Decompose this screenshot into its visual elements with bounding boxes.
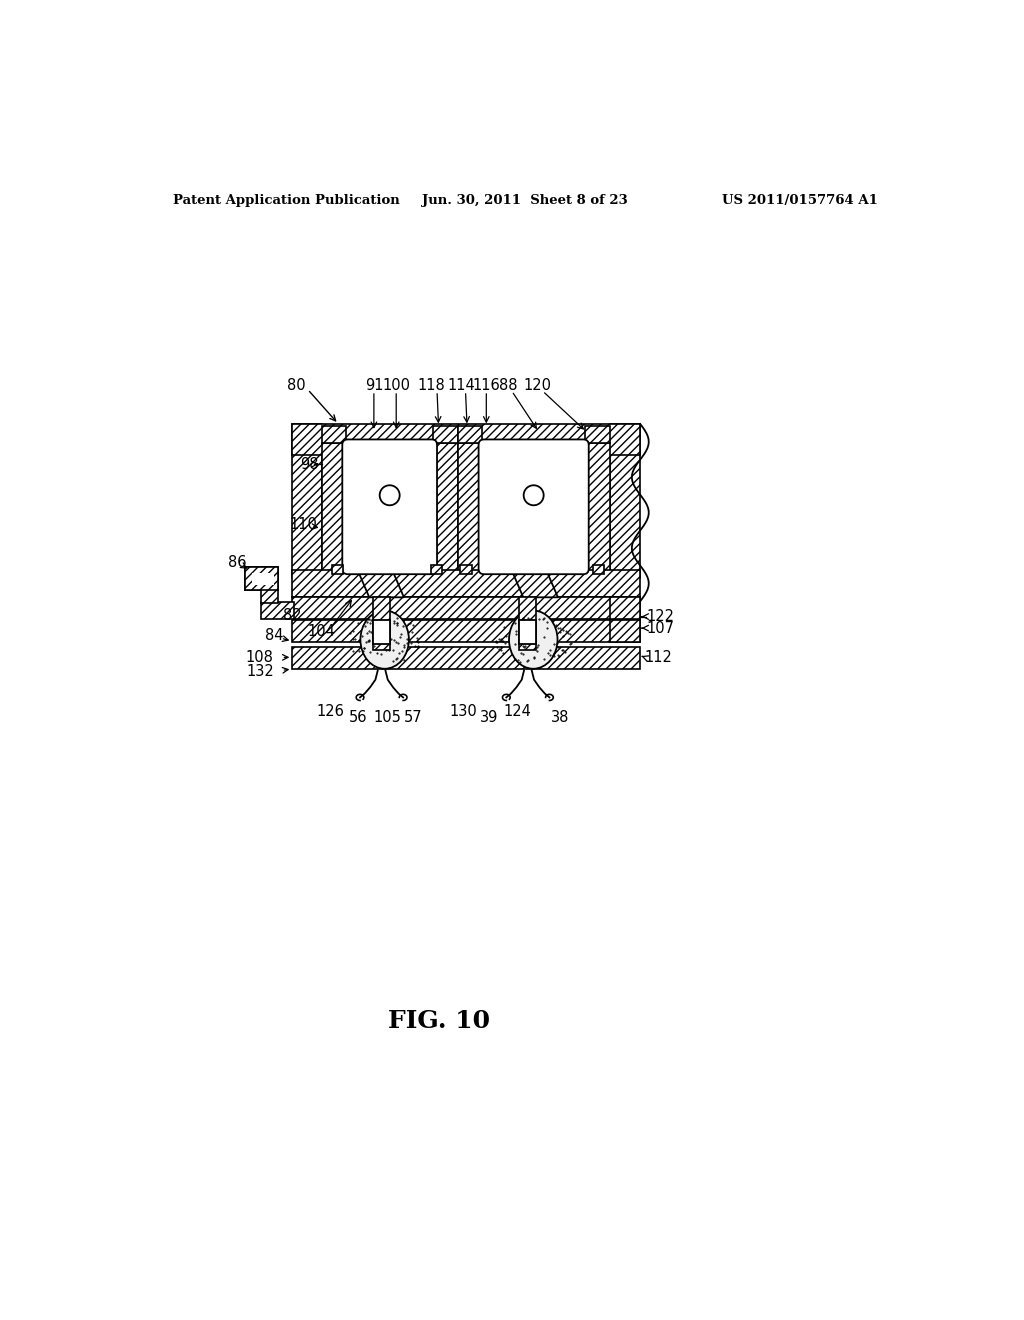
- Text: 57: 57: [403, 710, 423, 725]
- Text: 107: 107: [646, 620, 675, 636]
- Bar: [292, 424, 640, 455]
- Bar: [245, 566, 279, 581]
- Text: 120: 120: [523, 378, 551, 393]
- Text: 112: 112: [645, 649, 673, 665]
- Bar: [332, 565, 343, 574]
- Bar: [585, 444, 609, 578]
- Bar: [519, 620, 537, 644]
- Bar: [609, 424, 640, 578]
- Text: 130: 130: [450, 704, 477, 719]
- Bar: [346, 444, 433, 570]
- Bar: [433, 426, 458, 444]
- Bar: [292, 598, 640, 619]
- Bar: [292, 424, 322, 578]
- Ellipse shape: [360, 611, 409, 669]
- Text: 108: 108: [246, 649, 273, 665]
- Text: Jun. 30, 2011  Sheet 8 of 23: Jun. 30, 2011 Sheet 8 of 23: [422, 194, 628, 207]
- Text: 118: 118: [417, 378, 444, 393]
- Text: 104: 104: [307, 624, 336, 639]
- Bar: [458, 426, 482, 444]
- Bar: [373, 597, 390, 649]
- Bar: [373, 620, 390, 644]
- Text: 38: 38: [551, 710, 569, 725]
- Text: 132: 132: [246, 664, 273, 678]
- Bar: [292, 647, 640, 669]
- Polygon shape: [357, 570, 403, 598]
- Text: 116: 116: [472, 378, 500, 393]
- Text: 80: 80: [287, 378, 305, 393]
- Text: 114: 114: [447, 378, 475, 393]
- Text: 110: 110: [289, 516, 317, 532]
- Bar: [322, 444, 346, 578]
- Bar: [252, 573, 273, 585]
- Text: US 2011/0157764 A1: US 2011/0157764 A1: [722, 194, 878, 207]
- Bar: [431, 565, 442, 574]
- Bar: [585, 426, 609, 444]
- Bar: [482, 444, 585, 570]
- Bar: [261, 566, 279, 586]
- Polygon shape: [512, 570, 558, 598]
- Text: 98: 98: [300, 457, 318, 471]
- Text: 84: 84: [264, 628, 283, 643]
- Bar: [460, 565, 472, 574]
- Text: Patent Application Publication: Patent Application Publication: [173, 194, 399, 207]
- Bar: [261, 586, 279, 603]
- Text: 91: 91: [365, 378, 383, 393]
- Bar: [593, 565, 604, 574]
- Bar: [292, 570, 640, 598]
- Text: FIG. 10: FIG. 10: [387, 1008, 489, 1032]
- Bar: [245, 566, 279, 590]
- Bar: [261, 602, 294, 619]
- Text: 124: 124: [504, 704, 531, 719]
- Text: 126: 126: [316, 704, 345, 719]
- Text: 56: 56: [348, 710, 367, 725]
- Bar: [609, 620, 640, 642]
- Bar: [519, 597, 537, 649]
- Bar: [245, 581, 261, 590]
- FancyBboxPatch shape: [342, 440, 437, 574]
- Bar: [609, 598, 640, 619]
- Text: 100: 100: [382, 378, 411, 393]
- FancyBboxPatch shape: [478, 440, 589, 574]
- Ellipse shape: [509, 611, 557, 669]
- Text: 39: 39: [480, 710, 499, 725]
- Text: 86: 86: [227, 556, 246, 570]
- Text: 88: 88: [499, 378, 517, 393]
- Bar: [458, 444, 482, 578]
- Bar: [292, 620, 640, 642]
- Text: 122: 122: [646, 609, 675, 624]
- Bar: [322, 426, 346, 444]
- Text: 82: 82: [283, 607, 302, 623]
- Text: 105: 105: [373, 710, 401, 725]
- Bar: [433, 444, 458, 578]
